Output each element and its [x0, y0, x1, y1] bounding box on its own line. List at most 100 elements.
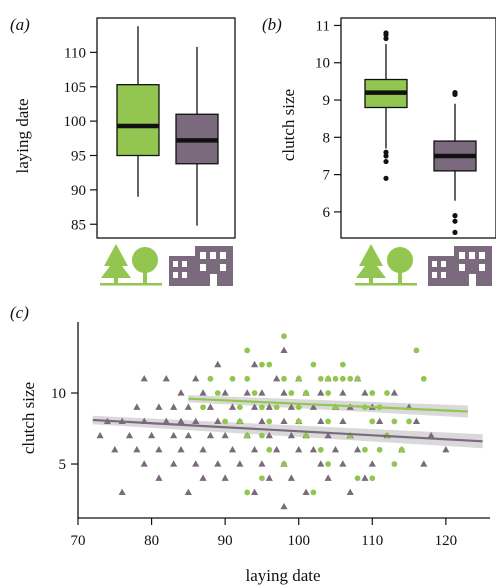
urban-data-point [368, 460, 376, 467]
outlier-point [452, 218, 458, 224]
rural-data-point [347, 375, 354, 382]
rural-data-point [310, 361, 317, 368]
rural-data-point [325, 461, 332, 467]
urban-data-point [317, 389, 325, 396]
urban-building-icon [169, 246, 233, 286]
panel-a: (a) laying date 85 90 95 100 105 110 [10, 15, 236, 286]
outlier-point [452, 213, 458, 219]
rural-data-point [259, 361, 265, 368]
urban-data-point [214, 360, 222, 368]
y-tick-label: 110 [64, 45, 86, 61]
panel-c-points [96, 333, 450, 510]
urban-data-point [184, 431, 192, 439]
urban-data-point [199, 474, 207, 481]
urban-data-point [170, 431, 178, 439]
urban-data-point [206, 431, 215, 439]
y-tick-label: 105 [64, 80, 87, 96]
x-tick-label: 70 [71, 533, 86, 549]
urban-data-point [221, 431, 229, 439]
urban-data-point [273, 446, 281, 453]
panel-c: (c) clutch size laying date 5 10 70 80 90 10… [10, 303, 490, 585]
rural-data-point [244, 347, 251, 354]
panel-c-tag: (c) [10, 303, 29, 322]
urban-data-point [280, 417, 288, 425]
rural-data-point [295, 375, 302, 382]
outlier-point [383, 35, 389, 42]
rural-data-point [244, 375, 251, 382]
panel-b-ylabel: clutch size [279, 89, 298, 161]
rural-data-point [391, 418, 398, 425]
x-tick-label: 100 [287, 533, 310, 549]
rural-data-point [310, 489, 317, 496]
y-tick-label: 6 [323, 205, 331, 221]
rural-data-point [398, 446, 405, 453]
rural-fit-line [188, 397, 468, 413]
outlier-point [383, 158, 389, 165]
urban-data-point [346, 488, 354, 496]
rural-data-point [317, 375, 324, 382]
rural-data-point [339, 361, 346, 368]
urban-data-point [258, 417, 266, 425]
y-tick-label: 100 [64, 114, 87, 130]
urban-data-point [125, 431, 134, 439]
panel-a-y-ticks: 85 90 95 100 105 110 [64, 45, 97, 233]
urban-data-point [206, 403, 215, 410]
urban-data-point [280, 389, 288, 396]
urban-data-point [250, 403, 259, 410]
rural-data-point [222, 418, 229, 425]
x-tick-label: 90 [218, 533, 233, 549]
urban-data-point [250, 360, 259, 368]
outlier-point [383, 149, 389, 155]
outlier-point [383, 30, 389, 36]
urban-data-point [162, 417, 170, 425]
rural-data-point [244, 432, 251, 439]
panel-c-y-ticks: 5 10 [51, 386, 78, 473]
outlier-point [383, 175, 389, 181]
rural-data-point [295, 418, 302, 425]
urban-data-point [376, 417, 384, 425]
rural-tree-icon [355, 244, 417, 286]
outlier-point [452, 89, 458, 96]
urban-data-point [177, 446, 185, 453]
urban-data-point [339, 460, 347, 467]
rural-data-point [303, 432, 309, 439]
panel-c-xlabel: laying date [245, 566, 320, 585]
rural-data-point [236, 418, 243, 425]
urban-data-point [258, 389, 266, 396]
urban-fit-line [92, 418, 483, 443]
rural-data-point [281, 333, 287, 340]
rural-data-point [413, 347, 420, 354]
urban-data-point [317, 460, 325, 467]
urban-data-point [192, 460, 200, 467]
rural-data-point [259, 404, 265, 411]
urban-data-point [265, 474, 273, 481]
rural-data-point [325, 418, 332, 425]
urban-data-point [324, 431, 332, 439]
rural-data-point [281, 461, 287, 467]
rural-data-point [369, 418, 376, 425]
urban-data-point [111, 446, 119, 453]
rural-data-point [354, 375, 361, 382]
urban-data-point [170, 403, 178, 410]
rural-fit-confidence-band [188, 395, 468, 418]
urban-data-point [221, 389, 229, 396]
urban-data-point [177, 417, 185, 425]
x-tick-label: 120 [435, 533, 458, 549]
urban-building-icon [428, 246, 492, 286]
urban-data-point [250, 488, 259, 496]
rural-data-point [273, 404, 280, 411]
urban-data-point [162, 375, 170, 382]
panel-b-boxes [364, 30, 477, 236]
urban-data-point [133, 403, 141, 410]
panel-c-fit-bands [92, 395, 483, 449]
urban-data-point [331, 446, 340, 453]
urban-data-point [192, 417, 200, 425]
urban-data-point [199, 389, 207, 396]
rural-data-point [229, 375, 236, 382]
urban-data-point [170, 460, 178, 467]
urban-data-point [236, 460, 244, 467]
rural-data-point [303, 390, 309, 396]
rural-data-point [295, 404, 302, 411]
rural-data-point [281, 375, 287, 382]
urban-data-point [339, 417, 347, 425]
